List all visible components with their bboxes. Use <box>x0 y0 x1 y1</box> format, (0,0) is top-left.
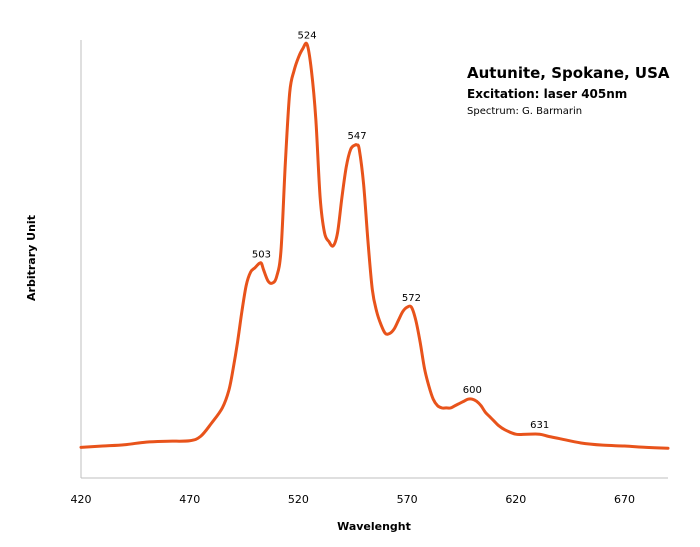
chart-credit: Spectrum: G. Barmarin <box>467 106 582 117</box>
peak-label: 503 <box>252 249 271 260</box>
spectrum-line <box>79 41 670 450</box>
peak-label: 572 <box>402 293 421 304</box>
chart-subtitle: Excitation: laser 405nm <box>467 87 627 101</box>
peak-label: 547 <box>348 131 367 142</box>
x-tick-label: 470 <box>179 493 200 506</box>
peak-label: 631 <box>530 420 549 431</box>
x-tick-label: 620 <box>505 493 526 506</box>
x-tick-label: 670 <box>614 493 635 506</box>
x-axis-title: Wavelenght <box>337 520 411 533</box>
x-tick-label: 570 <box>397 493 418 506</box>
peak-label: 524 <box>298 30 317 41</box>
y-axis-title: Arbitrary Unit <box>25 215 38 301</box>
peak-label: 600 <box>463 385 482 396</box>
chart-title: Autunite, Spokane, USA <box>467 64 670 82</box>
x-tick-label: 520 <box>288 493 309 506</box>
x-tick-label: 420 <box>71 493 92 506</box>
